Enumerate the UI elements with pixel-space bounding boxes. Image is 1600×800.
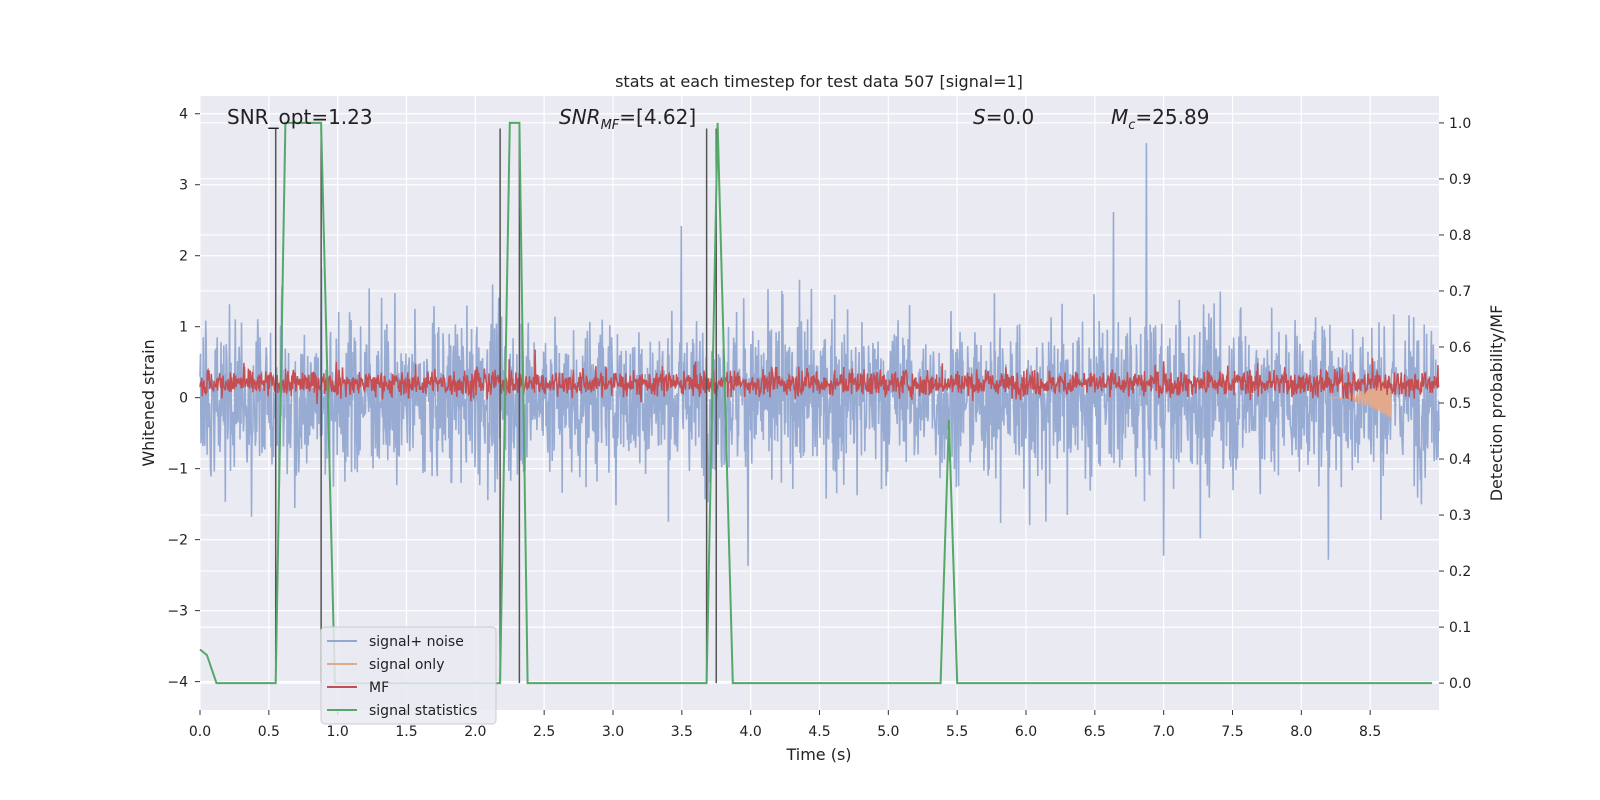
x-tick-label-2: 1.0 [327, 724, 349, 740]
y-right-tick-label-7: 0.7 [1449, 284, 1471, 300]
x-tick-label-3: 1.5 [395, 724, 417, 740]
legend: signal+ noise signal only MF signal statist… [320, 626, 497, 725]
y-right-tick-label-3: 0.3 [1449, 508, 1471, 524]
x-tick-label-11: 5.5 [946, 724, 968, 740]
annotation-mc-symbol: M [1111, 105, 1128, 129]
series-line-mf [199, 349, 1440, 404]
annotation-s-symbol: S [973, 105, 986, 129]
x-tick-label-0: 0.0 [189, 724, 211, 740]
y-right-tick-label-9: 0.9 [1449, 172, 1471, 188]
series-signal-only [1328, 377, 1392, 418]
annotation-s-value: S=0.0 [973, 105, 1034, 129]
y-left-tick-label-3: −1 [167, 462, 188, 478]
x-tick-label-5: 2.5 [533, 724, 555, 740]
y-left-axis-ticks: −4 −3 −2 −1 0 1 2 3 4 [167, 107, 200, 691]
series-line-signal-only [1328, 377, 1392, 418]
x-tick-label-12: 6.0 [1015, 724, 1037, 740]
series-signal-statistics [199, 121, 1433, 685]
y-left-tick-label-1: −3 [167, 604, 188, 620]
y-right-tick-label-4: 0.4 [1449, 452, 1471, 468]
annotation-snr-opt: SNR_opt=1.23 [227, 105, 373, 129]
y-right-tick-label-5: 0.5 [1449, 396, 1471, 412]
y-left-tick-label-4: 0 [179, 391, 188, 407]
x-tick-label-14: 7.0 [1153, 724, 1175, 740]
x-tick-label-13: 6.5 [1084, 724, 1106, 740]
chart-title: stats at each timestep for test data 507… [615, 72, 1023, 91]
annotation-s-number: =0.0 [986, 105, 1035, 129]
x-tick-label-9: 4.5 [808, 724, 830, 740]
x-tick-label-6: 3.0 [602, 724, 624, 740]
y-left-tick-label-5: 1 [179, 320, 188, 336]
legend-box [320, 626, 497, 725]
y-right-tick-label-8: 0.8 [1449, 228, 1471, 244]
annotation-mc-value: Mc=25.89 [1111, 105, 1209, 133]
x-tick-label-17: 8.5 [1359, 724, 1381, 740]
legend-label-3: signal statistics [369, 703, 477, 719]
legend-label-2: MF [369, 680, 389, 696]
y-left-tick-label-8: 4 [179, 107, 188, 123]
y-right-tick-label-10: 1.0 [1449, 116, 1471, 132]
y-left-tick-label-0: −4 [167, 675, 188, 691]
y-right-tick-label-6: 0.6 [1449, 340, 1471, 356]
annotation-mc-subscript: c [1128, 118, 1135, 133]
vertical-markers [274, 128, 717, 684]
x-tick-label-15: 7.5 [1221, 724, 1243, 740]
y-right-tick-label-2: 0.2 [1449, 564, 1471, 580]
x-tick-label-16: 8.0 [1290, 724, 1312, 740]
y-right-axis-label: Detection probability/MF [1487, 305, 1506, 502]
y-left-tick-label-2: −2 [167, 533, 188, 549]
legend-label-0: signal+ noise [369, 634, 464, 650]
y-left-tick-label-7: 3 [179, 178, 188, 194]
x-tick-label-1: 0.5 [258, 724, 280, 740]
x-tick-label-8: 4.0 [740, 724, 762, 740]
series-line-signal-statistics [199, 121, 1433, 685]
x-tick-label-10: 5.0 [877, 724, 899, 740]
series-line-signal-noise [199, 143, 1440, 566]
series-signal-noise [199, 143, 1440, 566]
series-mf [199, 349, 1440, 404]
annotation-snr-mf-subscript: MF [601, 118, 620, 133]
y-right-tick-label-1: 0.1 [1449, 620, 1471, 636]
annotation-snr-mf-value: =[4.62] [619, 105, 696, 129]
legend-label-1: signal only [369, 657, 444, 673]
annotation-snr-mf-prefix: SNR [559, 105, 601, 129]
x-tick-label-4: 2.0 [464, 724, 486, 740]
x-tick-label-7: 3.5 [671, 724, 693, 740]
annotation-snr-mf: SNRMF=[4.62] [559, 105, 696, 133]
x-axis-label: Time (s) [785, 745, 851, 764]
x-axis-ticks: 0.0 0.5 1.0 1.5 2.0 2.5 3.0 3.5 4.0 4.5 5.0 5.5 6.0 6… [189, 710, 1381, 740]
y-right-axis-ticks: 0.0 0.1 0.2 0.3 0.4 0.5 0.6 0.7 0.8 0.9 1.0 [1439, 116, 1471, 692]
y-left-tick-label-6: 2 [179, 249, 188, 265]
y-left-axis-label: Whitened strain [139, 339, 158, 466]
y-right-tick-label-0: 0.0 [1449, 676, 1471, 692]
annotation-mc-number: =25.89 [1135, 105, 1209, 129]
